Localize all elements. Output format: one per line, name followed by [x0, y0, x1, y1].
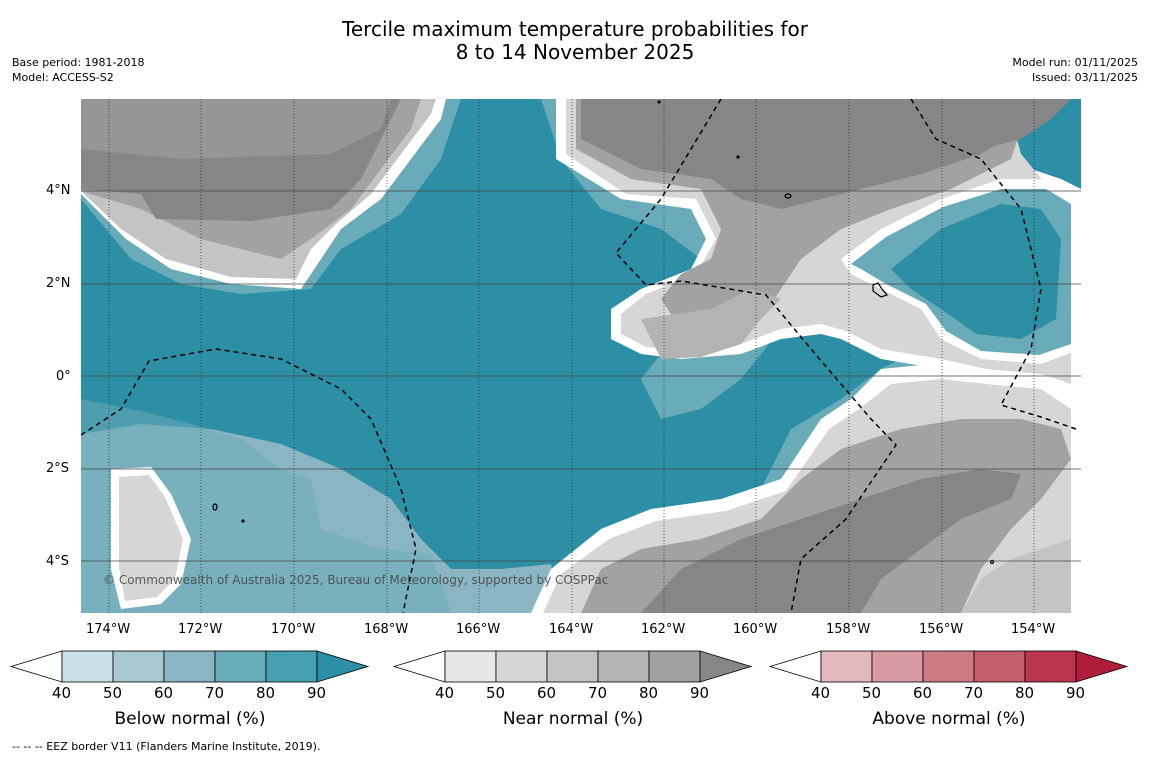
chart-title: Tercile maximum temperature probabilitie… — [0, 18, 1150, 64]
colorbar-tick: 80 — [639, 684, 659, 702]
colorbar-tick: 70 — [205, 684, 225, 702]
colorbar-segment — [546, 650, 599, 683]
colorbar-tick: 70 — [588, 684, 608, 702]
colorbar-label: Above normal (%) — [872, 709, 1026, 729]
colorbar-tick: 50 — [862, 684, 882, 702]
meta-right: Model run: 01/11/2025 Issued: 03/11/2025 — [1012, 55, 1138, 85]
lon-label: 158°W — [826, 622, 871, 637]
lon-label: 172°W — [178, 622, 223, 637]
colorbar-segment — [495, 650, 548, 683]
colorbar-tick: 80 — [1015, 684, 1035, 702]
lon-label: 154°W — [1011, 622, 1056, 637]
colorbar-tick: 50 — [486, 684, 506, 702]
colorbar-label: Near normal (%) — [502, 709, 644, 729]
colorbar-near-normal — [393, 650, 753, 683]
island-outlines — [212, 100, 995, 565]
lon-label: 160°W — [733, 622, 778, 637]
near-normal-zone — [641, 289, 781, 359]
near-normal-zone — [961, 539, 1071, 613]
near-normal-zone — [581, 99, 1041, 209]
title-line-1: Tercile maximum temperature probabilitie… — [342, 17, 808, 41]
colorbar-segment — [316, 650, 370, 683]
colorbar-tick: 70 — [964, 684, 984, 702]
colorbar-tick: 40 — [435, 684, 455, 702]
base-period: Base period: 1981-2018 — [12, 56, 145, 69]
colorbar-segment — [214, 650, 267, 683]
near-normal-zone — [641, 469, 1021, 613]
colorbar-tick: 90 — [1066, 684, 1086, 702]
issued-date: Issued: 03/11/2025 — [1031, 71, 1138, 84]
colorbar-tick: 60 — [537, 684, 557, 702]
colorbar-segment — [1075, 650, 1129, 683]
near-normal-zone — [119, 475, 183, 601]
lat-label: 4°N — [46, 183, 71, 198]
colorbar-label: Below normal (%) — [114, 709, 266, 729]
colorbar-above-normal — [769, 650, 1129, 683]
model-name: Model: ACCESS-S2 — [12, 71, 114, 84]
near-normal-zone — [81, 99, 391, 159]
colorbar-tick: 40 — [811, 684, 831, 702]
colorbar-segment — [871, 650, 924, 683]
colorbar-below-normal — [10, 650, 370, 683]
colorbar-segment — [444, 650, 497, 683]
lat-label: 4°S — [46, 554, 70, 569]
colorbar-tick: 90 — [307, 684, 327, 702]
lon-label: 164°W — [549, 622, 594, 637]
colorbar-segment — [648, 650, 701, 683]
colorbar-segment — [265, 650, 318, 683]
colorbar-segment — [1024, 650, 1077, 683]
below-normal-zone — [891, 204, 1061, 339]
eez-border — [81, 99, 1077, 613]
lon-label: 156°W — [919, 622, 964, 637]
colorbar-segment — [112, 650, 165, 683]
lat-label: 2°N — [46, 276, 71, 291]
lon-label: 174°W — [86, 622, 131, 637]
near-normal-zone — [941, 99, 1071, 149]
colorbar-tick: 80 — [256, 684, 276, 702]
lon-label: 170°W — [271, 622, 316, 637]
colorbar-segment — [922, 650, 975, 683]
colorbar-segment — [10, 650, 63, 683]
colorbar-segment — [393, 650, 446, 683]
colorbar-tick: 60 — [154, 684, 174, 702]
eez-footnote: -- -- -- EEZ border V11 (Flanders Marine… — [12, 740, 321, 753]
colorbar-tick: 90 — [690, 684, 710, 702]
colorbar-segment — [597, 650, 650, 683]
meta-left: Base period: 1981-2018 Model: ACCESS-S2 — [12, 55, 144, 85]
lat-label: 0° — [56, 369, 71, 384]
colorbar-tick: 50 — [103, 684, 123, 702]
colorbar-tick: 40 — [52, 684, 72, 702]
lon-label: 166°W — [456, 622, 501, 637]
lat-label: 2°S — [46, 461, 70, 476]
colorbar-segment — [769, 650, 822, 683]
model-run: Model run: 01/11/2025 — [1012, 56, 1138, 69]
copyright-text: © Commonwealth of Australia 2025, Bureau… — [103, 573, 608, 587]
colorbar-segment — [699, 650, 753, 683]
colorbar-tick: 60 — [913, 684, 933, 702]
colorbar-segment — [61, 650, 114, 683]
lon-label: 162°W — [641, 622, 686, 637]
colorbar-segment — [820, 650, 873, 683]
lon-label: 168°W — [364, 622, 409, 637]
map-plot: © Commonwealth of Australia 2025, Bureau… — [81, 99, 1081, 613]
title-line-2: 8 to 14 November 2025 — [455, 40, 695, 64]
colorbar-segment — [163, 650, 216, 683]
colorbar-segment — [973, 650, 1026, 683]
